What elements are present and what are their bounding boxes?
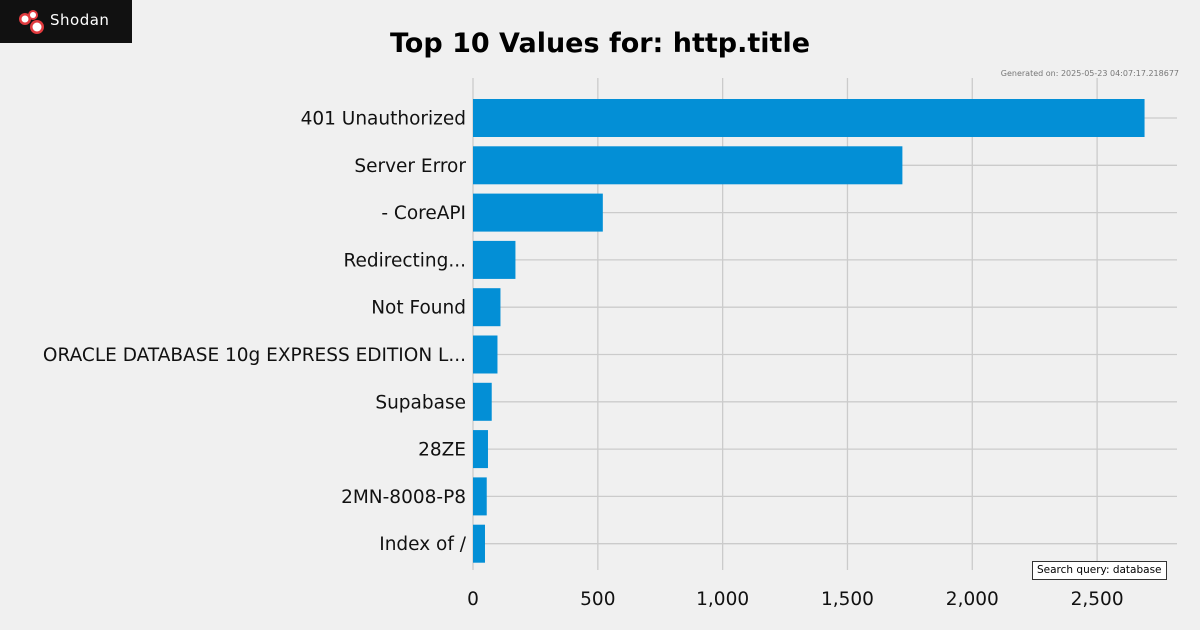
x-tick-label: 1,000: [696, 589, 749, 610]
bar: [473, 477, 487, 516]
x-tick-label: 0: [467, 589, 479, 610]
x-tick-label: 1,500: [821, 589, 874, 610]
bar: [473, 430, 488, 469]
bar: [473, 146, 903, 185]
category-label: Not Found: [371, 298, 466, 319]
bar: [473, 335, 498, 374]
bar: [473, 240, 516, 279]
bar: [473, 382, 492, 421]
generated-timestamp: Generated on: 2025-05-23 04:07:17.218677: [1000, 69, 1179, 78]
category-label: Server Error: [354, 156, 466, 177]
x-tick-label: 500: [580, 589, 615, 610]
bar: [473, 99, 1145, 137]
shodan-logo-icon: [19, 10, 44, 34]
bar: [473, 524, 485, 563]
category-label: Supabase: [375, 392, 466, 413]
category-label: 2MN-8008-P8: [341, 487, 466, 508]
bar: [473, 193, 603, 232]
category-label: ORACLE DATABASE 10g EXPRESS EDITION L...: [43, 345, 466, 366]
chart-title: Top 10 Values for: http.title: [389, 28, 811, 59]
x-tick-label: 2,000: [946, 589, 999, 610]
bar: [473, 288, 501, 327]
category-label: 401 Unauthorized: [301, 109, 466, 130]
logo-text: Shodan: [50, 11, 110, 29]
category-label: - CoreAPI: [381, 203, 466, 224]
category-label: Redirecting...: [343, 250, 466, 271]
shodan-logo[interactable]: Shodan: [0, 0, 132, 43]
category-label: Index of /: [379, 534, 467, 555]
category-label: 28ZE: [418, 440, 466, 461]
search-query-box: Search query: database: [1032, 561, 1167, 580]
x-tick-label: 2,500: [1071, 589, 1124, 610]
